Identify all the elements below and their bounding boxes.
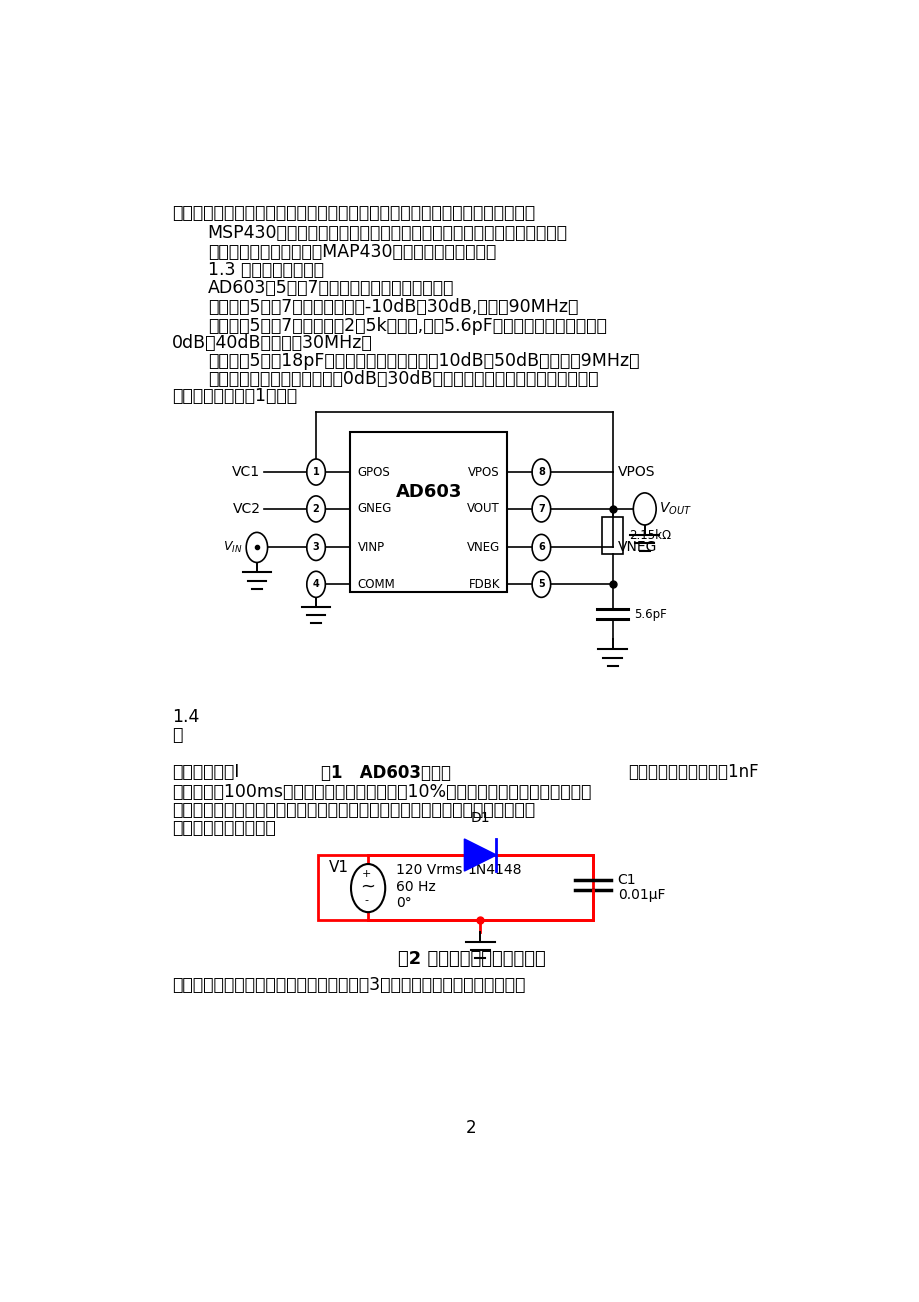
Circle shape [306,460,325,486]
Text: $V_{OUT}$: $V_{OUT}$ [658,501,691,517]
Text: 方案三：5脚接18pF电容到地，该方案增益为10dB～50dB，带宽为9MHz；: 方案三：5脚接18pF电容到地，该方案增益为10dB～50dB，带宽为9MHz； [208,352,639,370]
Text: 0°: 0° [395,896,411,910]
Text: FDBK: FDBK [468,578,500,591]
Text: 0.01μF: 0.01μF [617,888,664,901]
Text: 1: 1 [312,467,319,477]
Circle shape [306,534,325,560]
Text: 的电容器，100ms内达到稳定的呼但，仅左右10%。而且没有输入输出缓冲电路，: 的电容器，100ms内达到稳定的呼但，仅左右10%。而且没有输入输出缓冲电路， [172,783,591,801]
Text: 120 Vrms: 120 Vrms [395,863,461,878]
Circle shape [632,493,655,525]
Text: VPOS: VPOS [618,465,655,479]
Text: 2: 2 [466,1118,476,1137]
Text: 2: 2 [312,504,319,514]
Text: GPOS: GPOS [357,466,390,479]
Circle shape [531,460,550,486]
Text: 源管理模块。由于它具有极低的功耗、丰富的片内外设和方便灵活的开发手段。: 源管理模块。由于它具有极低的功耗、丰富的片内外设和方便灵活的开发手段。 [172,204,535,223]
Text: COMM: COMM [357,578,395,591]
Text: 7: 7 [538,504,544,514]
Text: 方: 方 [172,725,182,743]
Text: 1N4148: 1N4148 [468,863,522,878]
Text: -: - [364,894,368,905]
Text: 图1   AD603接线图: 图1 AD603接线图 [321,764,450,781]
Text: ~: ~ [360,878,375,894]
Circle shape [351,865,385,913]
Text: AD603: AD603 [395,483,461,501]
Text: AD603由5脚和7脚的连接方式不同而有三种：: AD603由5脚和7脚的连接方式不同而有三种： [208,279,454,297]
Text: VC1: VC1 [233,465,260,479]
Text: 法保持信号峰值电压。: 法保持信号峰值电压。 [172,819,276,837]
Text: VINP: VINP [357,540,384,553]
Bar [601,517,623,555]
Text: +: + [361,868,370,879]
Text: $V_{IN}$: $V_{IN}$ [223,540,243,555]
Text: 在实际应用中，电容器中的电荷会被其他部分电路负载消耗，造成峰值检测器无: 在实际应用中，电容器中的电荷会被其他部分电路负载消耗，造成峰值检测器无 [172,801,535,819]
Text: 5.6pF: 5.6pF [633,608,666,621]
Text: 方案一：5脚和7脚短接，增益为-10dB～30dB,带宽为90MHz；: 方案一：5脚和7脚短接，增益为-10dB～30dB,带宽为90MHz； [208,298,577,315]
Text: VNEG: VNEG [618,540,657,555]
Text: D1: D1 [471,811,490,825]
Text: 方案二：5脚和7脚间接一个2，5k电阻，,再经5.6pF电容接地，该方案增益为: 方案二：5脚和7脚间接一个2，5k电阻，,再经5.6pF电容接地，该方案增益为 [208,316,606,335]
Text: 60 Hz: 60 Hz [395,880,436,894]
Text: 3: 3 [312,543,319,552]
Text: 6: 6 [538,543,544,552]
Polygon shape [464,838,496,871]
Text: 芯片连接图如下图1所示。: 芯片连接图如下图1所示。 [172,387,297,405]
Text: VPOS: VPOS [468,466,500,479]
Circle shape [306,572,325,598]
Text: 8: 8 [538,467,544,477]
Text: 4: 4 [312,579,319,590]
Circle shape [246,533,267,562]
Text: 1.3 电压增益调整模块: 1.3 电压增益调整模块 [208,260,323,279]
Text: 图2 二极管电容峰值检测电路: 图2 二极管电容峰值检测电路 [397,950,545,969]
Text: 才不个定根坦起，对于1nF: 才不个定根坦起，对于1nF [628,763,758,781]
Text: 方案二：分立二极管电容型。其原理图如图3所示。先将信号整流成半波，然: 方案二：分立二极管电容型。其原理图如图3所示。先将信号整流成半波，然 [172,976,525,995]
Bar [318,855,592,921]
Bar [350,432,506,592]
Text: 0dB～40dB，带宽为30MHz；: 0dB～40dB，带宽为30MHz； [172,333,372,352]
Text: 2.15kΩ: 2.15kΩ [629,529,671,542]
Text: 1.4: 1.4 [172,708,199,725]
Circle shape [531,496,550,522]
Circle shape [531,572,550,598]
Text: GNEG: GNEG [357,503,391,516]
Text: 5: 5 [538,579,544,590]
Text: V1: V1 [329,861,348,875]
Text: 综合考虑课题要求，增益在约0dB～30dB之间，再考虑带宽所以采用方案一，: 综合考虑课题要求，增益在约0dB～30dB之间，再考虑带宽所以采用方案一， [208,370,597,388]
Text: VOUT: VOUT [467,503,500,516]
Circle shape [531,534,550,560]
Text: VNEG: VNEG [466,540,500,553]
Text: MSP430的优点是资源丰富，操作语言灵活，但对编程的要求有所提高。: MSP430的优点是资源丰富，操作语言灵活，但对编程的要求有所提高。 [208,224,567,242]
Text: 而仅一个一级I: 而仅一个一级I [172,763,239,781]
Text: VC2: VC2 [233,503,260,516]
Circle shape [306,496,325,522]
Text: 所以综合考虑，我们采用MAP430作为我们的主控制器。: 所以综合考虑，我们采用MAP430作为我们的主控制器。 [208,243,495,262]
Text: C1: C1 [617,872,636,887]
